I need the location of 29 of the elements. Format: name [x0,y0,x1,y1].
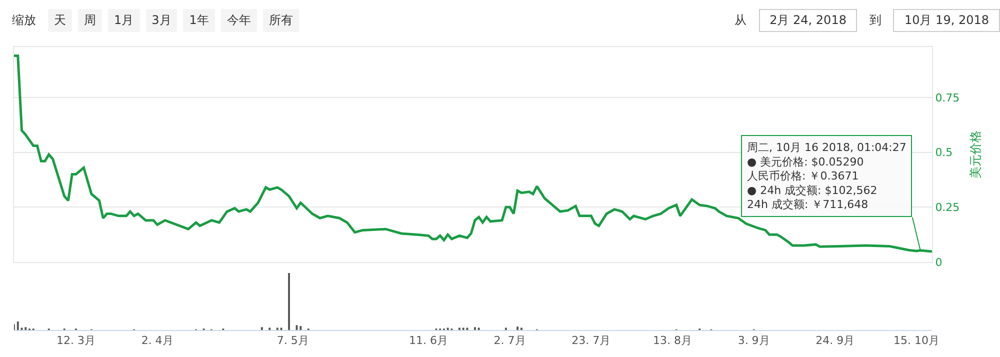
x-tick-label: 7. 5月 [276,334,309,348]
text: 1月 [108,8,140,32]
annotation: 周二, 10月 16 2018, 01:04:27 ● 美元价格: $0.05290 人民币价格: ￥0.3671 ● 24h 成交额: $102,562 24h 成交额: ￥711,648 [747,141,906,212]
text: 所有 [262,8,299,32]
x-tick-label: 23. 7月 [572,334,611,348]
x-tick-label: 24. 9月 [816,334,855,348]
text: 到 [868,12,882,28]
text: 今年 [220,8,257,32]
y-axis-title: 美元价格 [968,130,983,178]
y-tick-label: 0.25 [935,201,960,214]
x-tick-label: 12. 3月 [56,334,96,348]
x-tick-label: 3. 9月 [738,334,770,348]
text: 10月 19, 2018 [893,8,1000,32]
text: 3月 [146,8,178,32]
line-series [14,54,932,253]
x-tick-label: 15. 10月 [894,334,940,348]
x-tick-label: 13. 8月 [652,334,692,348]
x-tick-label: 2. 7月 [494,334,526,348]
x-tick-label: 2. 4月 [141,334,174,348]
text: 缩放 [11,12,37,28]
x-tick-label: 11. 6月 [408,334,448,348]
text: 天 [48,8,72,32]
text: 从 [734,12,748,28]
y-tick-label: 0.75 [935,91,960,104]
text: 周 [78,8,102,32]
y-tick-label: 0 [935,256,942,269]
y-tick-label: 0.5 [935,146,953,160]
text: 2月 24, 2018 [758,8,858,32]
text: 1年 [183,8,215,32]
